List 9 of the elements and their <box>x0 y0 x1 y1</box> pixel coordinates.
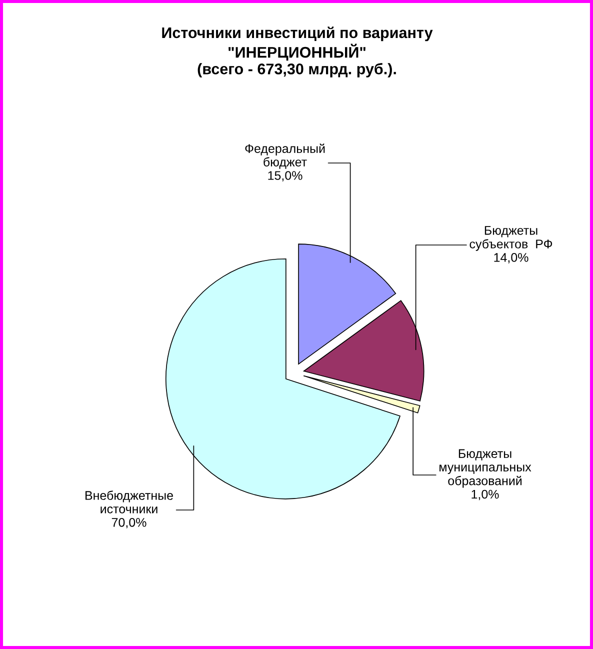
chart-title: Источники инвестиций по варианту "ИНЕРЦИОННЫЙ" (всего - 673,30 млрд. руб.). <box>162 26 433 78</box>
slice-label: Бюджеты субъектов РФ <box>470 226 552 251</box>
data-label: 70,0% <box>112 518 146 528</box>
slice-label: Бюджеты муниципальных образований <box>440 449 532 488</box>
data-label: 1,0% <box>472 490 499 500</box>
data-label: 15,0% <box>268 171 302 182</box>
slice-label: Внебюджетные источники <box>86 490 173 514</box>
slice-label: Федеральный бюджет <box>245 144 325 169</box>
data-label: 14,0% <box>494 253 528 264</box>
